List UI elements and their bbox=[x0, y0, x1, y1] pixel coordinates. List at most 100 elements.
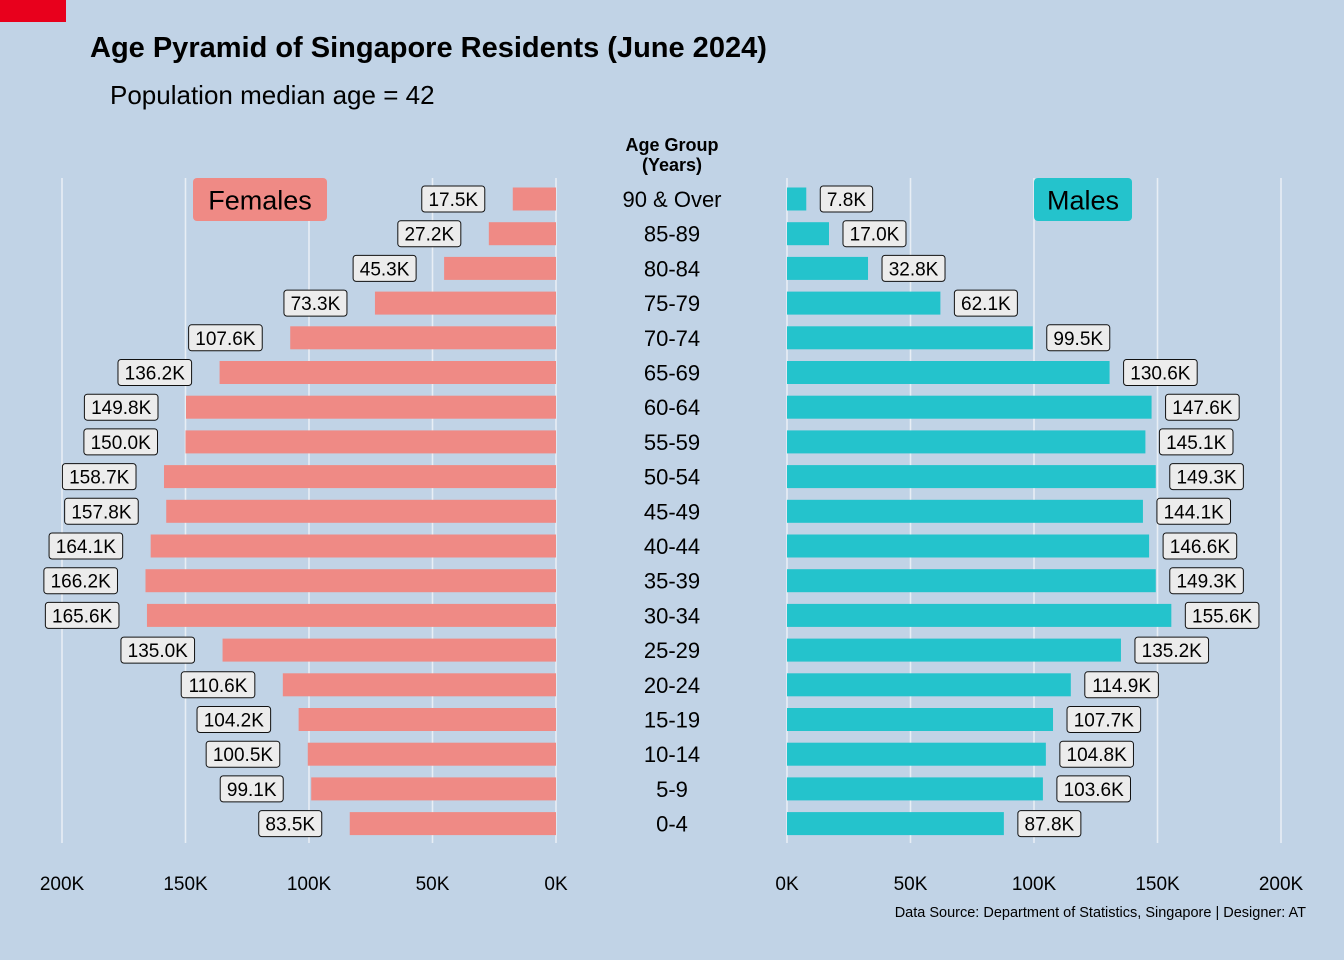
female-value-label: 100.5K bbox=[213, 745, 274, 766]
male-bar bbox=[787, 291, 941, 315]
age-group-header-unit: (Years) bbox=[642, 155, 702, 175]
female-value-label-box bbox=[352, 254, 417, 282]
female-value-label: 149.8K bbox=[91, 398, 152, 419]
female-value-label: 45.3K bbox=[360, 259, 410, 280]
male-value-label-box bbox=[1134, 636, 1210, 664]
female-value-label: 166.2K bbox=[51, 572, 112, 593]
female-value-label: 104.2K bbox=[204, 711, 265, 732]
male-bar bbox=[787, 361, 1110, 384]
female-value-label-box bbox=[219, 775, 284, 803]
female-value-label-box bbox=[196, 706, 272, 733]
female-bar bbox=[166, 499, 556, 523]
male-bar bbox=[787, 395, 1152, 419]
male-value-label-box bbox=[1169, 463, 1244, 491]
male-value-label-box bbox=[1123, 359, 1198, 386]
female-value-label: 110.6K bbox=[189, 676, 248, 697]
females-legend-badge bbox=[193, 178, 327, 221]
female-value-label: 73.3K bbox=[291, 294, 341, 315]
age-group-label: 5-9 bbox=[656, 777, 688, 802]
x-tick-label-right: 100K bbox=[1012, 874, 1057, 895]
female-value-label-box bbox=[61, 463, 137, 491]
x-tick-label-left: 0K bbox=[544, 874, 568, 895]
x-tick-label-right: 50K bbox=[894, 874, 928, 895]
female-bar bbox=[374, 291, 556, 315]
x-tick-label-left: 150K bbox=[163, 874, 208, 895]
male-value-label-box bbox=[953, 289, 1018, 317]
female-bar bbox=[307, 742, 556, 766]
female-value-label-box bbox=[258, 810, 323, 838]
female-bar bbox=[222, 638, 557, 662]
male-bar bbox=[787, 569, 1156, 593]
female-value-label-box bbox=[188, 324, 263, 352]
age-group-label: 55-59 bbox=[644, 430, 700, 455]
female-value-label-box bbox=[421, 185, 486, 213]
female-value-label-box bbox=[83, 393, 159, 421]
male-value-label-box bbox=[1156, 497, 1232, 525]
male-bar bbox=[787, 430, 1146, 454]
age-group-label: 0-4 bbox=[656, 812, 688, 837]
female-bar bbox=[290, 326, 556, 350]
male-bar bbox=[787, 534, 1150, 558]
female-bar bbox=[146, 603, 556, 627]
age-group-label: 20-24 bbox=[644, 673, 700, 698]
x-tick-label-right: 0K bbox=[775, 874, 799, 895]
age-group-header: Age Group bbox=[626, 135, 719, 155]
female-value-label-box bbox=[283, 289, 348, 317]
male-value-label-box bbox=[1169, 567, 1244, 595]
female-value-label-box bbox=[83, 428, 158, 456]
male-value-label: 107.7K bbox=[1074, 711, 1135, 732]
male-value-label: 146.6K bbox=[1170, 537, 1231, 558]
female-value-label: 27.2K bbox=[404, 225, 454, 246]
male-value-label-box bbox=[1084, 671, 1159, 699]
female-bar bbox=[311, 777, 556, 801]
female-value-label-box bbox=[120, 636, 196, 664]
male-bar bbox=[787, 256, 869, 280]
female-value-label: 83.5K bbox=[265, 815, 315, 836]
female-value-label-box bbox=[205, 740, 281, 768]
male-bar bbox=[787, 777, 1043, 801]
male-value-label-box bbox=[1056, 775, 1131, 803]
male-value-label: 149.3K bbox=[1176, 572, 1237, 593]
x-tick-label-left: 200K bbox=[40, 874, 85, 895]
data-source-caption: Data Source: Department of Statistics, S… bbox=[894, 905, 1306, 921]
female-bar bbox=[150, 534, 556, 558]
age-group-label: 60-64 bbox=[644, 395, 700, 420]
female-value-label-box bbox=[397, 220, 462, 248]
female-bar bbox=[512, 187, 556, 211]
age-group-label: 15-19 bbox=[644, 708, 700, 733]
age-group-label: 30-34 bbox=[644, 603, 700, 628]
male-value-label-box bbox=[842, 220, 907, 248]
corner-flag bbox=[0, 0, 66, 22]
age-group-label: 90 & Over bbox=[622, 187, 721, 212]
female-bar bbox=[488, 222, 556, 246]
male-bar bbox=[787, 187, 807, 211]
male-value-label: 103.6K bbox=[1064, 780, 1125, 801]
female-value-label: 165.6K bbox=[52, 606, 113, 627]
female-value-label-box bbox=[180, 671, 256, 699]
female-value-label: 158.7K bbox=[69, 468, 130, 489]
female-value-label: 17.5K bbox=[428, 190, 478, 211]
male-value-label-box bbox=[1158, 428, 1234, 456]
x-tick-label-right: 150K bbox=[1135, 874, 1180, 895]
male-value-label: 104.8K bbox=[1067, 745, 1128, 766]
x-tick-label-left: 50K bbox=[416, 874, 450, 895]
female-value-label-box bbox=[48, 532, 124, 560]
x-tick-label-left: 100K bbox=[287, 874, 332, 895]
male-value-label-box bbox=[1184, 601, 1260, 629]
age-group-label: 35-39 bbox=[644, 569, 700, 594]
male-bar bbox=[787, 742, 1046, 766]
age-group-label: 70-74 bbox=[644, 326, 700, 351]
male-value-label: 99.5K bbox=[1053, 329, 1103, 350]
female-bar bbox=[298, 708, 556, 731]
female-bar bbox=[444, 256, 556, 280]
age-group-label: 45-49 bbox=[644, 499, 700, 524]
male-value-label: 17.0K bbox=[850, 225, 900, 246]
female-value-label: 107.6K bbox=[195, 329, 256, 350]
age-group-label: 80-84 bbox=[644, 256, 700, 281]
female-value-label: 157.8K bbox=[71, 502, 132, 523]
age-group-label: 85-89 bbox=[644, 222, 700, 247]
female-value-label-box bbox=[43, 567, 118, 595]
male-value-label-box bbox=[819, 185, 874, 213]
male-bar bbox=[787, 638, 1121, 662]
male-value-label: 130.6K bbox=[1130, 364, 1191, 385]
